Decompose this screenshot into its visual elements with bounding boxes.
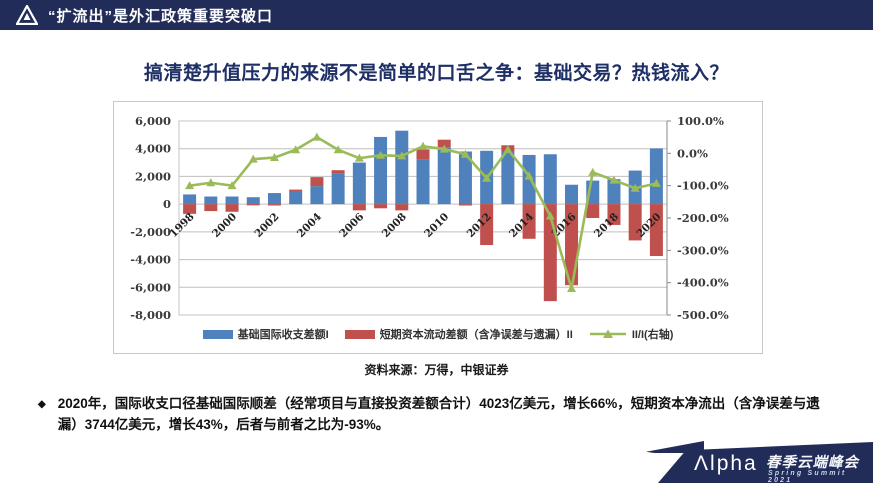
- legend-swatch: [344, 329, 375, 339]
- svg-text:100.0%: 100.0%: [677, 114, 724, 128]
- svg-text:6,000: 6,000: [135, 114, 171, 128]
- svg-text:2010: 2010: [422, 211, 451, 240]
- svg-text:4,000: 4,000: [135, 142, 171, 156]
- bullet-paragraph: ◆ 2020年，国际收支口径基础国际顺差（经常项目与直接投资差额合计）4023亿…: [38, 394, 838, 436]
- legend-label: II/I(右轴): [631, 329, 674, 341]
- svg-text:2004: 2004: [295, 211, 324, 240]
- bullet-text: 2020年，国际收支口径基础国际顺差（经常项目与直接投资差额合计）4023亿美元…: [57, 396, 820, 432]
- chart-panel: 6,000 4,000 2,000 0 -2,000 -4,000 -6,000 -8,000…: [113, 101, 763, 354]
- svg-text:-2,000: -2,000: [130, 225, 171, 239]
- svg-text:2006: 2006: [337, 211, 366, 240]
- svg-text:-100.0%: -100.0%: [677, 179, 729, 193]
- svg-text:-300.0%: -300.0%: [677, 243, 729, 257]
- legend-item: 短期资本流动差额（含净误差与遗漏）II: [344, 326, 573, 342]
- balance-of-payments-chart: 6,000 4,000 2,000 0 -2,000 -4,000 -6,000 -8,000…: [130, 114, 729, 322]
- footer-alpha-logo: Λlpha: [694, 452, 758, 475]
- svg-text:2008: 2008: [380, 211, 409, 240]
- legend-label: 短期资本流动差额（含净误差与遗漏）II: [379, 329, 573, 341]
- alpha-triangle-icon: [16, 5, 38, 25]
- legend-line-sample: [589, 329, 626, 338]
- svg-text:1998: 1998: [168, 211, 197, 240]
- legend-label: 基础国际收支差额I: [237, 329, 329, 341]
- svg-text:-8,000: -8,000: [130, 308, 171, 322]
- svg-text:-200.0%: -200.0%: [677, 211, 729, 225]
- legend-item: II/I(右轴): [589, 326, 674, 342]
- svg-text:2002: 2002: [252, 211, 281, 240]
- svg-text:2,000: 2,000: [135, 169, 171, 183]
- svg-text:-4,000: -4,000: [130, 253, 171, 267]
- chart-source-note: 资料来源：万得，中银证券: [364, 363, 509, 377]
- svg-text:-6,000: -6,000: [130, 280, 171, 294]
- svg-text:-500.0%: -500.0%: [677, 308, 729, 322]
- footer-event-name-en: Spring Summit 2021: [768, 470, 847, 484]
- svg-text:0.0%: 0.0%: [677, 146, 708, 160]
- svg-text:0: 0: [163, 197, 171, 211]
- svg-text:-400.0%: -400.0%: [677, 276, 729, 290]
- legend-swatch: [202, 329, 233, 339]
- diamond-bullet-icon: ◆: [38, 399, 46, 410]
- header-bar: “扩流出”是外汇政策重要突破口: [0, 0, 873, 30]
- legend-item: 基础国际收支差额I: [202, 326, 329, 342]
- svg-text:2000: 2000: [210, 211, 239, 240]
- footer-event-name-cn: 春季云端峰会: [766, 455, 859, 471]
- chart-legend: 基础国际收支差额I 短期资本流动差额（含净误差与遗漏）II II/I(右轴): [114, 326, 762, 342]
- header-title: “扩流出”是外汇政策重要突破口: [48, 7, 274, 25]
- page-title: 搞清楚升值压力的来源不是简单的口舌之争：基础交易？热钱流入？: [143, 63, 729, 84]
